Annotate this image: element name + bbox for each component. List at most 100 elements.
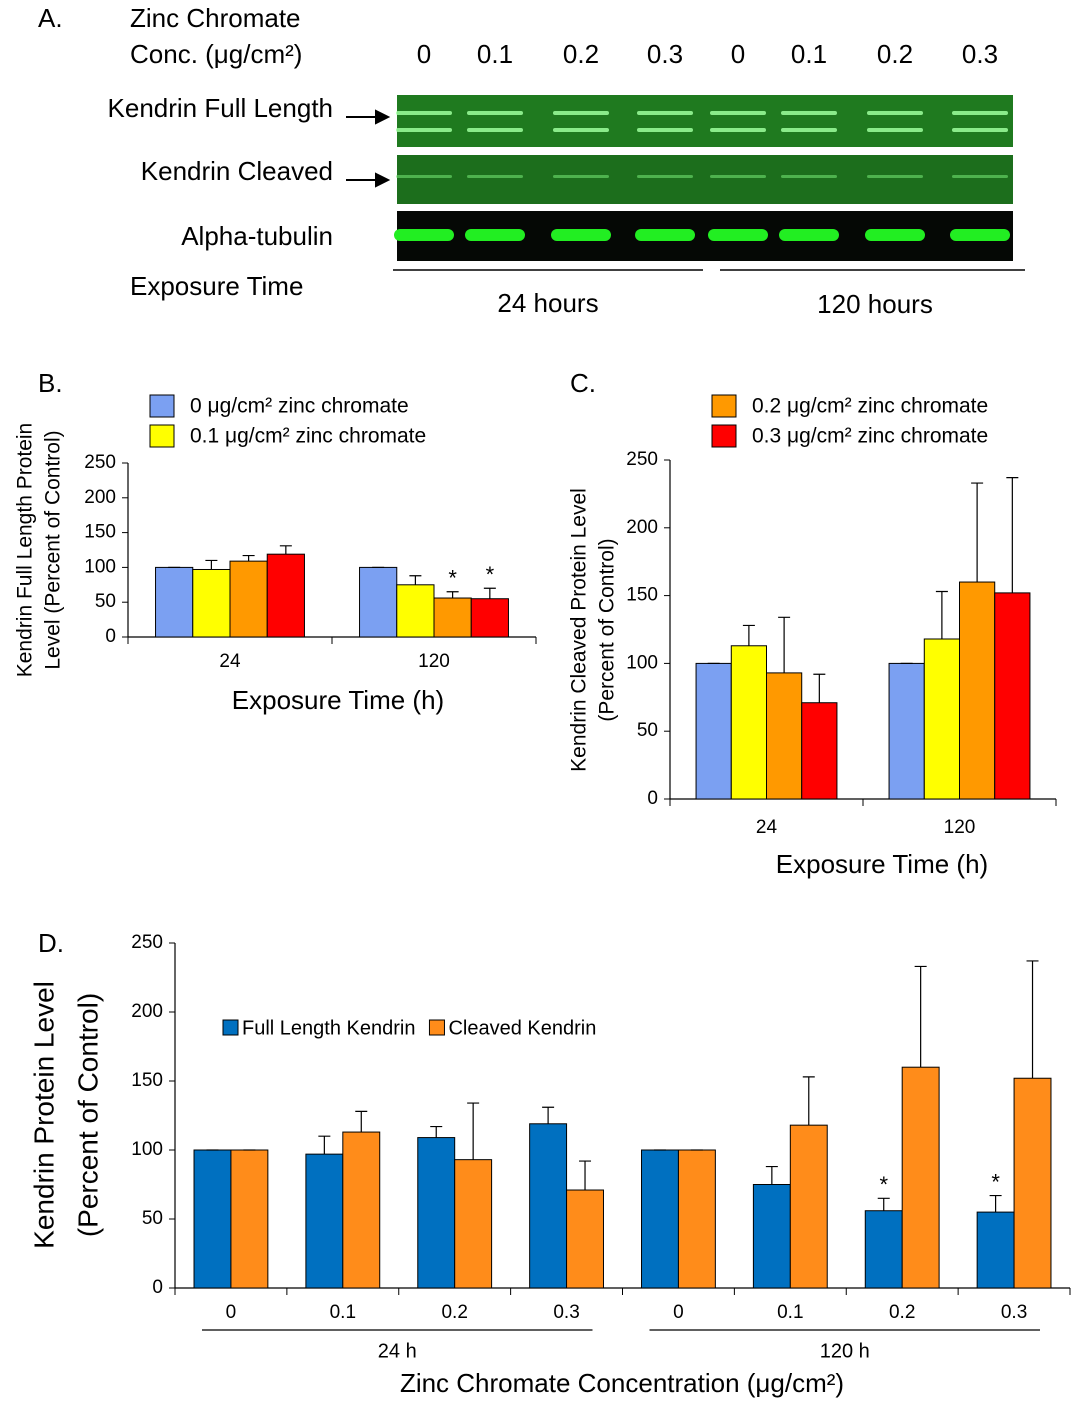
y-tick-label: 150 [626,585,658,606]
exposure-label: Exposure Time [130,271,303,301]
x-tick-label: 0.1 [330,1302,356,1323]
legend-swatch [150,395,174,417]
group-label: 24 h [378,1340,417,1362]
band [865,229,925,241]
bar [678,1150,715,1288]
conc-label: 0.1 [791,39,827,69]
legend-swatch [150,425,174,447]
x-tick-label: 0.1 [777,1302,803,1323]
error-bar [447,592,459,598]
x-axis-title: Zinc Chromate Concentration (μg/cm²) [400,1368,844,1398]
bar [924,639,959,799]
bar [455,1160,492,1288]
bar [230,561,267,637]
band [637,128,693,132]
y-axis-title: (Percent of Control) [72,993,103,1237]
y-tick-label: 150 [131,1070,163,1091]
band [396,128,452,132]
error-bar [542,1107,554,1124]
band [952,111,1008,115]
legend-swatch [223,1020,238,1035]
conc-label: 0.3 [647,39,683,69]
figure: A. Zinc Chromate Conc. (μg/cm²) Kendrin … [0,0,1086,1403]
bar [156,567,193,637]
band [952,175,1008,178]
row-label: Kendrin Full Length [108,93,333,123]
error-bar [280,546,292,554]
y-tick-label: 50 [142,1208,163,1229]
time-label: 120 hours [817,289,933,319]
band [396,111,452,115]
band [467,111,523,115]
error-bar [990,1196,1002,1213]
x-tick-label: 0.2 [889,1302,915,1323]
panel-label: A. [38,3,63,33]
x-tick-label: 120 [944,817,976,838]
band [867,175,923,178]
y-tick-label: 250 [626,449,658,470]
y-axis-title: Kendrin Protein Level [28,981,59,1249]
bar [194,1150,231,1288]
bar [865,1211,902,1288]
x-tick-label: 0 [226,1302,237,1323]
row-label: Alpha-tubulin [181,221,333,251]
x-tick-label: 24 [756,817,778,838]
y-tick-label: 200 [626,517,658,538]
y-tick-label: 200 [84,487,116,508]
conc-title: Zinc Chromate [130,3,301,33]
band [637,111,693,115]
band [710,175,766,178]
error-bar [813,674,825,702]
error-bar [766,1167,778,1185]
time-label: 24 hours [497,288,598,318]
bar [397,585,434,637]
error-bar [778,617,790,673]
bar [696,663,731,799]
significance-label: * [991,1169,1000,1194]
band [781,111,837,115]
panel-label: C. [570,368,596,398]
x-tick-label: 0.2 [441,1302,467,1323]
band [553,175,609,178]
band [553,111,609,115]
band [394,229,454,241]
x-axis-title: Exposure Time (h) [776,849,988,879]
bar [977,1212,1014,1288]
x-tick-label: 0.3 [1001,1302,1027,1323]
conc-label: 0 [417,39,431,69]
bar [767,673,802,799]
error-bar [484,588,496,598]
error-bar [243,556,255,562]
bar [995,593,1030,799]
blot-image [394,95,1013,261]
bar [753,1185,790,1289]
x-axis-title: Exposure Time (h) [232,685,444,715]
significance-label: * [448,566,457,591]
band [396,175,452,178]
error-bar [1027,961,1039,1078]
band [551,229,611,241]
legend-swatch [712,425,736,447]
bar [267,554,304,637]
error-bar [355,1111,367,1132]
bar [802,703,837,799]
error-bar [936,592,948,639]
band [781,175,837,178]
legend-label: 0 μg/cm² zinc chromate [190,395,409,418]
y-tick-label: 100 [84,556,116,577]
conc-label: 0.3 [962,39,998,69]
error-bar [1006,478,1018,593]
band [952,128,1008,132]
conc-title: Conc. (μg/cm²) [130,39,302,69]
significance-label: * [879,1172,888,1197]
error-bar [409,576,421,585]
panel-label: B. [38,368,63,398]
y-axis-title: Kendrin Cleaved Protein Level [568,488,591,772]
legend-swatch [712,395,736,417]
y-tick-label: 250 [131,932,163,953]
band [465,229,525,241]
group-label: 120 h [820,1340,870,1362]
legend-label: 0.2 μg/cm² zinc chromate [752,395,988,418]
band [779,229,839,241]
bar [642,1150,679,1288]
